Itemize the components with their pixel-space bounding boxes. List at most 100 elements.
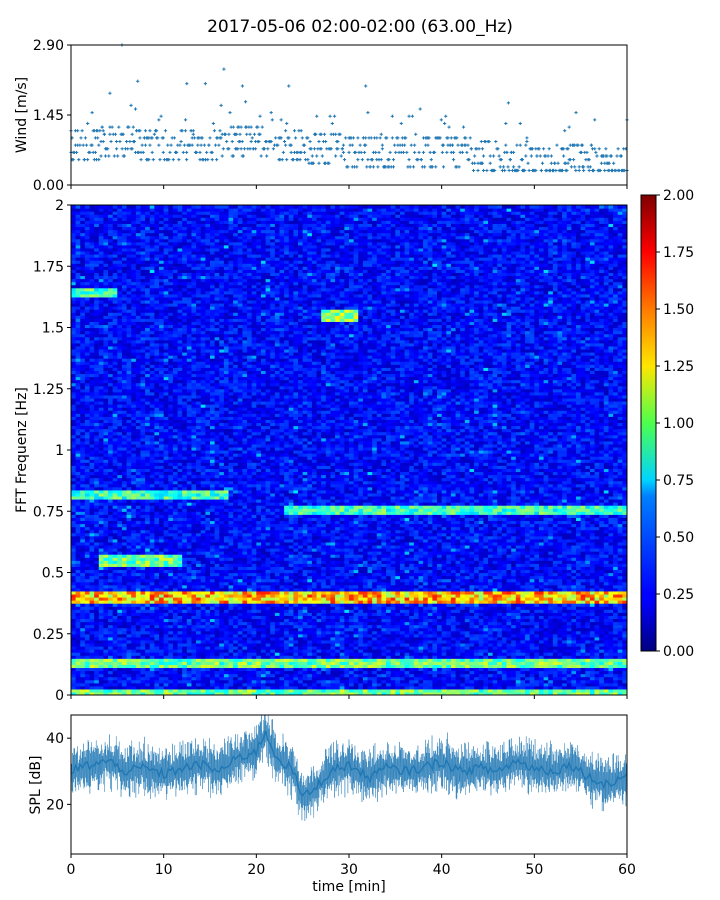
heatmap-cell <box>71 578 77 583</box>
heatmap-cell <box>89 205 95 209</box>
heatmap-cell <box>84 425 91 430</box>
wind-point <box>336 147 340 151</box>
heatmap-cell <box>89 532 95 537</box>
heatmap-cell <box>75 652 81 656</box>
heatmap-cell <box>94 208 100 212</box>
heatmap-cell <box>84 646 91 650</box>
wind-point <box>185 82 189 86</box>
wind-point <box>506 101 510 105</box>
wind-point <box>328 114 332 118</box>
wind-point <box>563 129 567 133</box>
heatmap-cell <box>94 597 100 601</box>
heatmap-cell <box>80 422 86 427</box>
wind-point <box>588 165 592 169</box>
wind-y-tick-label: 1.45 <box>33 108 64 124</box>
heatmap-cell <box>80 358 86 362</box>
heatmap-cell <box>75 462 81 466</box>
heatmap-cell <box>94 266 100 270</box>
wind-point <box>78 143 82 147</box>
heatmap-cell <box>98 679 105 684</box>
heatmap-cell <box>84 355 91 359</box>
wind-point <box>252 132 257 136</box>
wind-point <box>319 132 323 136</box>
wind-point <box>256 125 260 129</box>
heatmap-cell <box>84 394 91 399</box>
heatmap-cell <box>94 541 100 546</box>
wind-point <box>515 143 519 147</box>
heatmap-cell <box>84 244 91 249</box>
wind-point <box>74 150 79 155</box>
heatmap-cell <box>80 480 86 485</box>
heatmap-cell <box>80 584 86 589</box>
heatmap-cell <box>80 471 86 476</box>
heatmap-cell <box>89 440 95 445</box>
wind-point <box>210 158 214 162</box>
wind-point <box>239 147 243 151</box>
heatmap-cell <box>94 520 100 525</box>
wind-point <box>461 125 466 129</box>
wind-point <box>440 150 445 155</box>
heatmap-cell <box>75 541 81 546</box>
heatmap-cell <box>94 655 100 659</box>
wind-point <box>90 110 94 115</box>
heatmap-cell <box>84 468 91 473</box>
wind-point <box>285 158 289 162</box>
wind-point <box>390 136 394 140</box>
heatmap-cell <box>94 443 100 448</box>
heatmap-cell <box>75 535 81 540</box>
heatmap-cell <box>89 324 95 329</box>
heatmap-cell <box>80 630 86 635</box>
wind-point <box>562 147 566 151</box>
heatmap-cell <box>71 541 77 546</box>
heatmap-cell <box>80 456 86 460</box>
heatmap-cell <box>84 296 91 301</box>
wind-point <box>79 136 83 140</box>
heatmap-cell <box>84 603 91 607</box>
wind-point <box>152 132 156 136</box>
heatmap-cell <box>75 529 81 534</box>
heatmap-cell <box>89 217 95 221</box>
heatmap-cell <box>80 382 86 387</box>
heatmap-cell <box>71 428 77 433</box>
heatmap-cell <box>84 526 91 531</box>
heatmap-cell <box>71 303 77 307</box>
heatmap-cell <box>71 572 77 577</box>
heatmap-cell <box>75 511 81 515</box>
heatmap-cell <box>75 587 81 592</box>
heatmap-cell <box>75 223 81 228</box>
heatmap-cell <box>80 566 86 571</box>
wind-point <box>498 165 502 169</box>
wind-point <box>228 110 232 115</box>
wind-point <box>239 125 243 129</box>
wind-panel: 0.001.452.90 Wind [m/s] <box>14 38 629 194</box>
heatmap-cell <box>94 670 100 675</box>
heatmap-cell <box>84 391 91 396</box>
heatmap-cell <box>94 318 100 322</box>
wind-point <box>219 103 223 107</box>
heatmap-cell <box>75 330 81 335</box>
heatmap-cell <box>71 593 77 598</box>
heatmap-cell <box>94 532 100 537</box>
wind-point <box>516 168 520 173</box>
heatmap-cell <box>80 413 86 417</box>
heatmap-cell <box>75 456 81 460</box>
wind-point <box>161 150 165 155</box>
wind-point <box>269 139 273 144</box>
wind-point <box>183 118 188 122</box>
heatmap-cell <box>94 275 100 280</box>
heatmap-cell <box>71 508 77 512</box>
heatmap-cell <box>89 682 95 687</box>
wind-point <box>101 139 105 144</box>
heatmap-cell <box>98 673 105 678</box>
wind-point <box>433 150 437 155</box>
wind-point <box>404 136 408 140</box>
heatmap-cell <box>89 502 95 506</box>
spectrogram-cells <box>71 205 627 695</box>
heatmap-cell <box>94 453 100 457</box>
heatmap-cell <box>84 324 91 329</box>
heatmap-cell <box>84 652 91 656</box>
heatmap-cell <box>71 609 77 613</box>
wind-point <box>469 147 473 151</box>
heatmap-cell <box>75 269 81 273</box>
heatmap-cell <box>84 477 91 482</box>
